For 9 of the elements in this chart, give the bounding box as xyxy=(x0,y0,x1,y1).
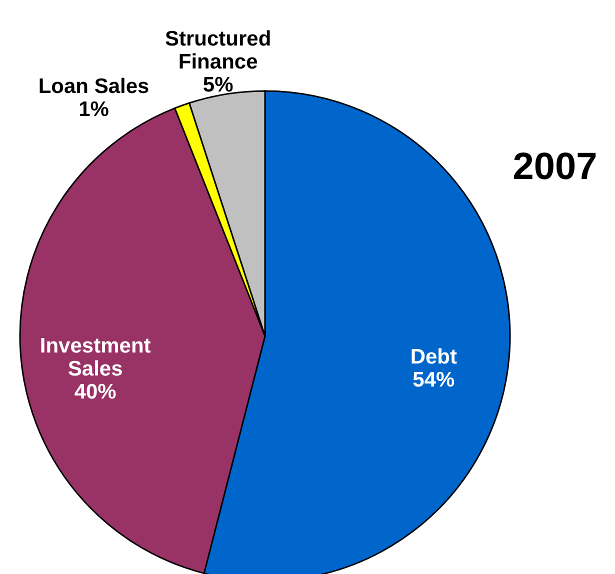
data-label: 1% xyxy=(78,98,110,121)
slice-label: Investment Sales xyxy=(40,334,151,381)
data-label: 54% xyxy=(412,368,455,392)
data-label: 40% xyxy=(74,380,117,404)
text: 2007 xyxy=(512,146,598,188)
slice-label: Structured Finance xyxy=(164,28,272,74)
slice-label: Loan Sales xyxy=(38,74,150,98)
data-label: 5% xyxy=(202,74,234,97)
slice-label: Debt xyxy=(410,345,457,368)
